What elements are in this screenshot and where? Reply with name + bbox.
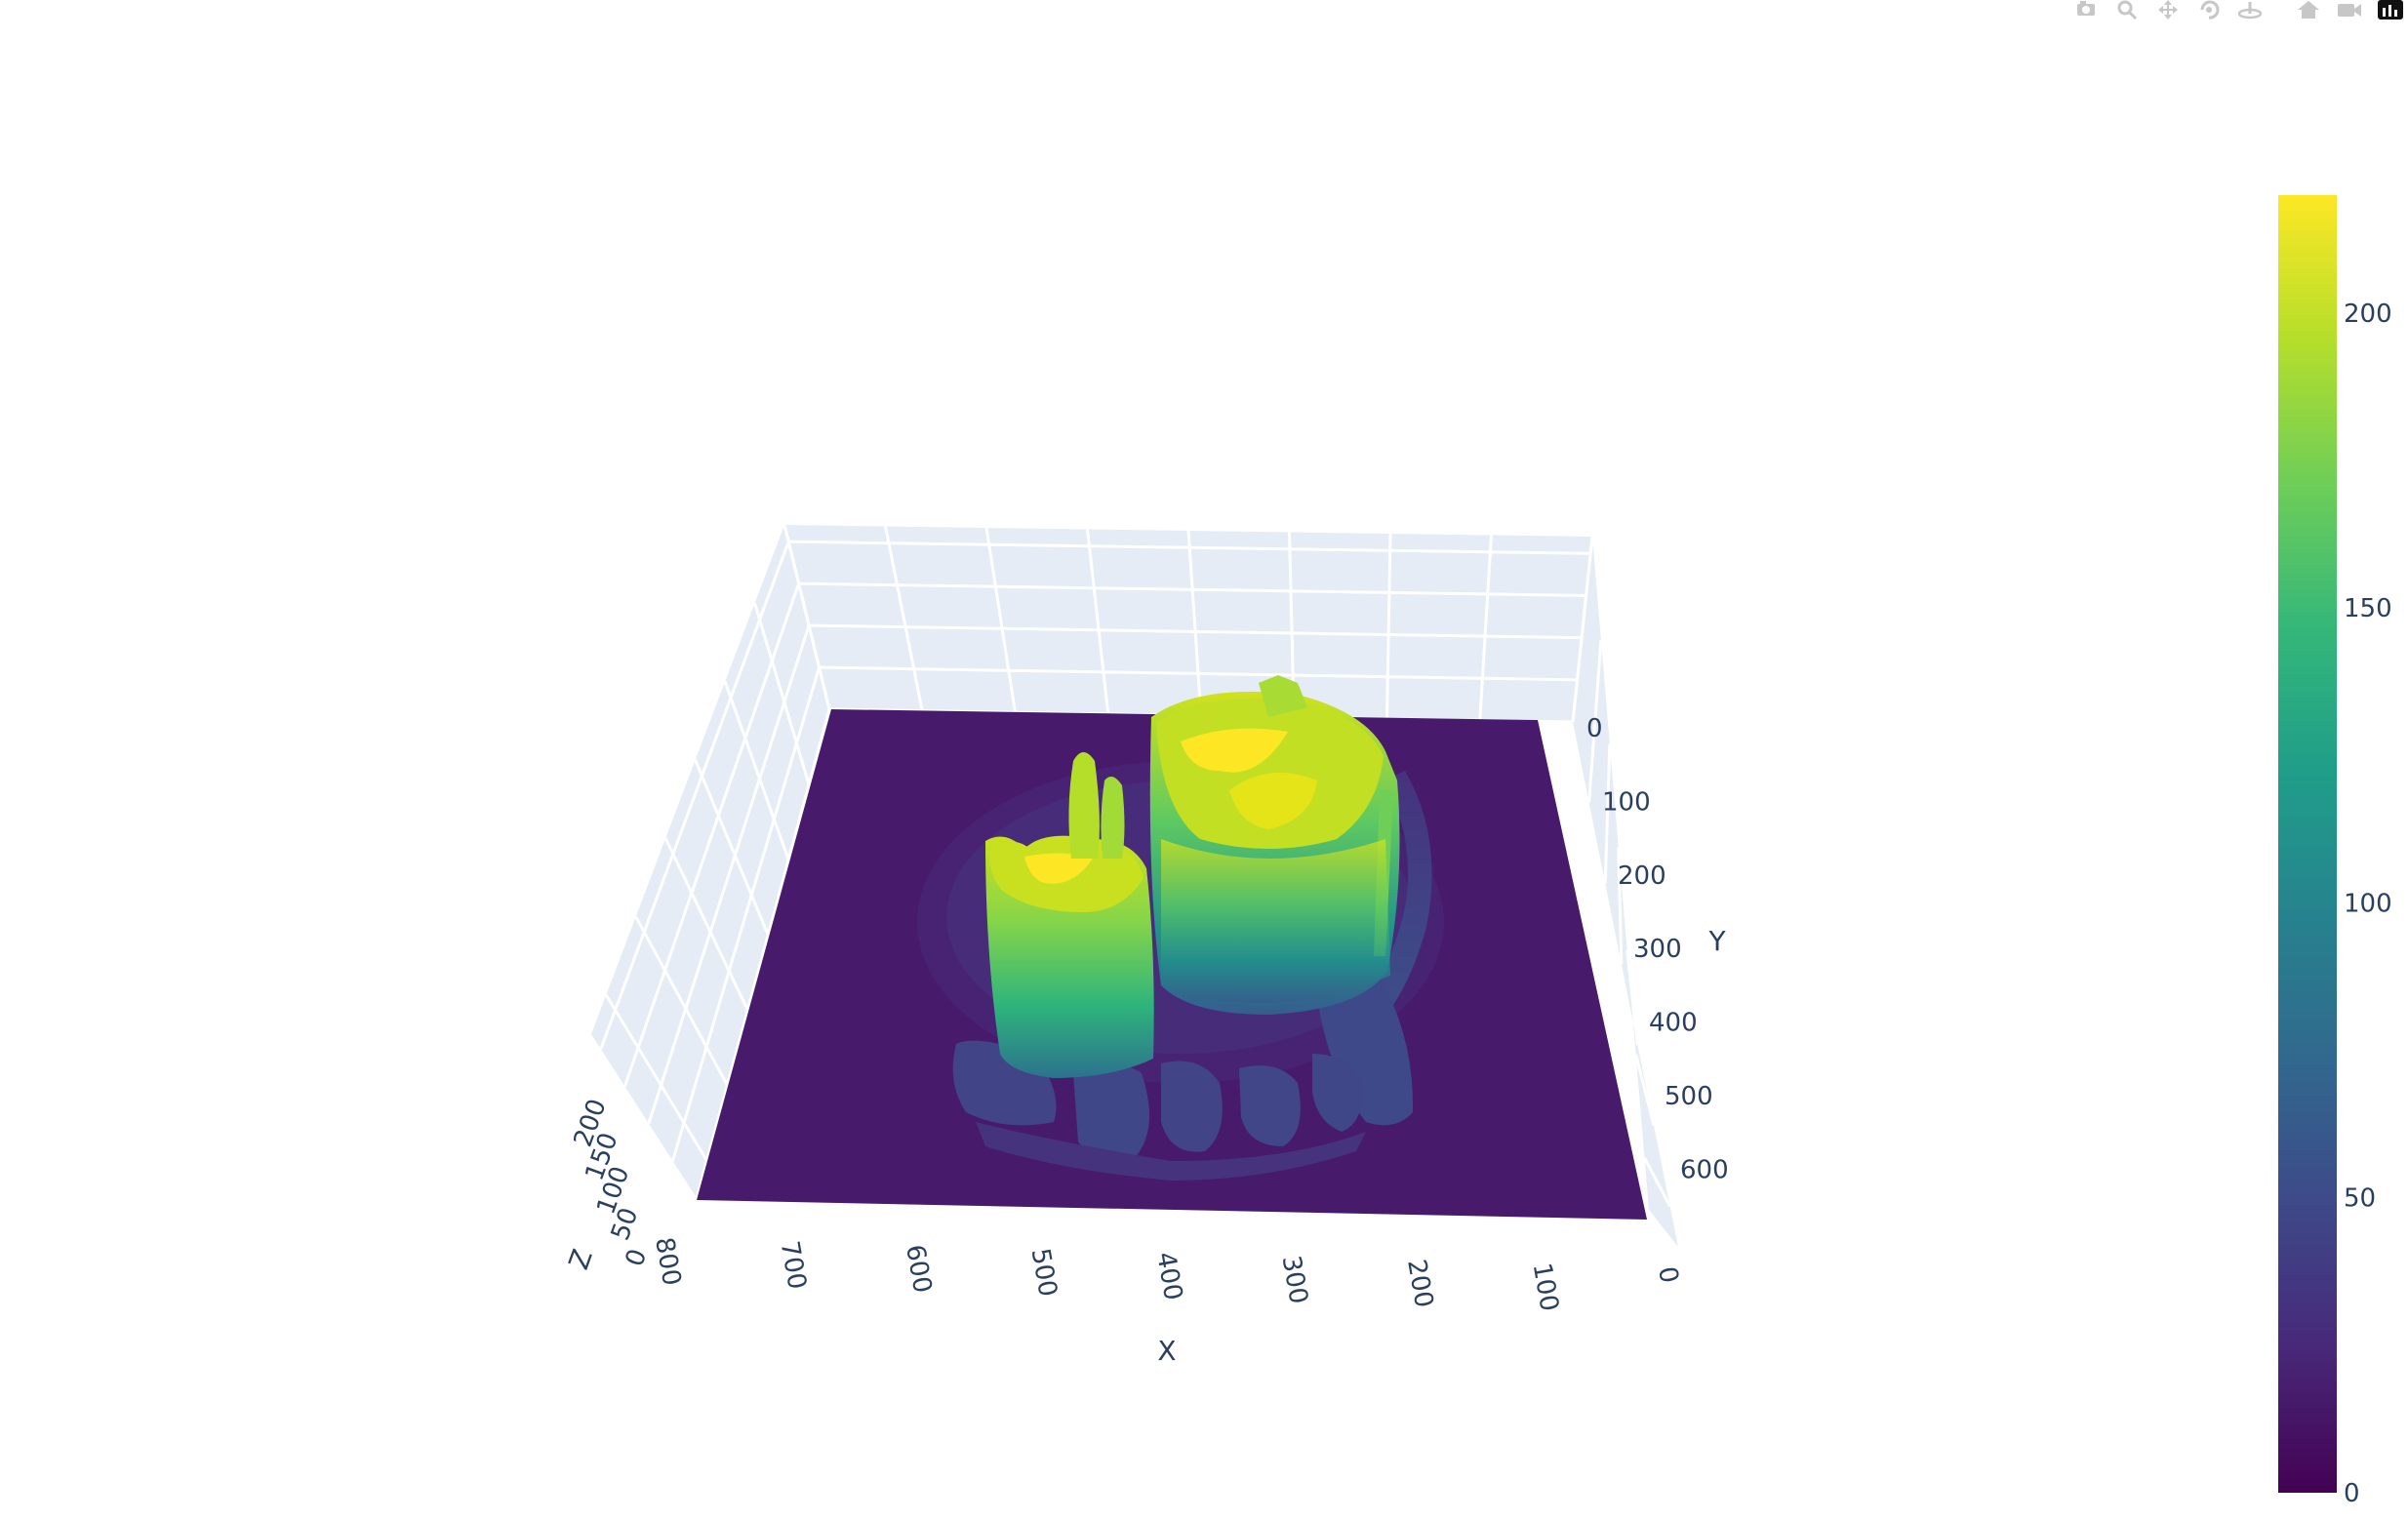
camera-button[interactable] — [2068, 0, 2104, 21]
z-grid-line — [599, 541, 790, 1050]
y-grid-line — [1571, 536, 1594, 723]
x-grid-line — [1385, 533, 1392, 719]
x-tick-label: 600 — [900, 1243, 937, 1296]
y-grid-line — [1587, 640, 1603, 803]
y-tick-label: 300 — [1633, 935, 1682, 964]
x-tick-label: 0 — [1652, 1264, 1683, 1286]
y-grid-line — [663, 837, 749, 1011]
pan-icon — [2158, 0, 2178, 20]
home-button[interactable] — [2291, 0, 2326, 21]
x-axis-title: X — [1157, 1335, 1176, 1367]
z-grid-line — [788, 540, 1591, 555]
modebar — [2068, 0, 2408, 21]
y-grid-line — [694, 759, 770, 936]
z-grid-line — [809, 623, 1583, 640]
y-grid-line — [634, 915, 729, 1087]
pan-button[interactable] — [2150, 0, 2186, 21]
right-wall — [1573, 537, 1678, 1247]
y-grid-line — [783, 524, 831, 710]
z-axis-title: Z — [562, 1245, 599, 1273]
zoom-button[interactable] — [2109, 0, 2145, 21]
y-tick-label: 500 — [1665, 1082, 1713, 1111]
y-grid-line — [1634, 1054, 1656, 1127]
x-tick-label: 300 — [1276, 1254, 1313, 1306]
x-grid-line — [984, 527, 1017, 713]
x-tick-label: 100 — [1527, 1261, 1564, 1313]
home-icon — [2298, 1, 2319, 19]
colorbar[interactable]: 0 50 100 150 200 — [2278, 195, 2392, 1508]
plotly-logo-icon — [2378, 0, 2403, 20]
y-tick-label: 600 — [1680, 1155, 1729, 1184]
y-axis-title: Y — [1707, 925, 1726, 957]
surface-trace[interactable] — [697, 675, 1647, 1220]
z-grid-line — [647, 624, 811, 1125]
x-tick-label: 700 — [775, 1239, 812, 1292]
y-tick-label: 100 — [1602, 787, 1651, 817]
colorbar-tick-label: 150 — [2344, 594, 2392, 623]
turntable-rotation-button[interactable] — [2232, 0, 2268, 21]
y-grid-line — [1643, 1157, 1672, 1208]
z-grid-line — [819, 665, 1578, 682]
colorbar-tick-label: 100 — [2344, 889, 2392, 918]
y-grid-line — [723, 681, 790, 861]
left-wall — [591, 525, 829, 1198]
x-axis-ticks: 0 100 200 300 400 500 600 700 800 — [649, 1235, 1683, 1313]
y-tick-label: 400 — [1649, 1009, 1698, 1038]
x-grid-line — [1478, 535, 1493, 721]
x-grid-line — [1086, 529, 1110, 715]
orbit-rotation-icon — [2200, 0, 2220, 20]
colorbar-tick-label: 50 — [2344, 1184, 2376, 1214]
left-tower — [985, 752, 1154, 1078]
turntable-rotation-icon — [2237, 2, 2263, 20]
z-tick-label: 0 — [621, 1245, 654, 1270]
z-grid-line — [695, 708, 831, 1199]
plotly-logo-button[interactable] — [2373, 0, 2408, 21]
x-grid-line — [1186, 530, 1203, 716]
x-tick-label: 800 — [649, 1235, 686, 1288]
colorbar-tick-label: 0 — [2344, 1479, 2360, 1508]
y-grid-line — [604, 994, 708, 1162]
colorbar-tick-label: 200 — [2344, 300, 2392, 329]
y-grid-line — [1617, 847, 1624, 965]
zoom-icon — [2117, 0, 2138, 20]
x-tick-label: 500 — [1025, 1246, 1063, 1299]
z-grid-line — [671, 666, 821, 1162]
x-tick-label: 200 — [1401, 1258, 1438, 1310]
orbit-rotation-button[interactable] — [2191, 0, 2227, 21]
z-grid-line — [622, 582, 801, 1087]
y-tick-label: 200 — [1618, 861, 1666, 891]
y-grid-line — [1603, 743, 1612, 884]
y-grid-line — [753, 602, 811, 785]
camera-video-button[interactable] — [2332, 0, 2367, 21]
colorbar-ticks: 0 50 100 150 200 — [2344, 300, 2392, 1508]
camera-video-icon — [2338, 4, 2361, 17]
right-tower — [1149, 675, 1400, 1015]
colorbar-gradient — [2278, 195, 2337, 1493]
z-grid-line — [798, 581, 1586, 597]
camera-icon — [2077, 1, 2095, 16]
x-grid-line — [884, 526, 924, 711]
y-tick-label: 0 — [1586, 714, 1603, 743]
y-axis-ticks: 0 100 200 300 400 500 600 — [1586, 714, 1729, 1184]
y-grid-line — [1625, 950, 1639, 1046]
x-tick-label: 400 — [1150, 1250, 1187, 1302]
